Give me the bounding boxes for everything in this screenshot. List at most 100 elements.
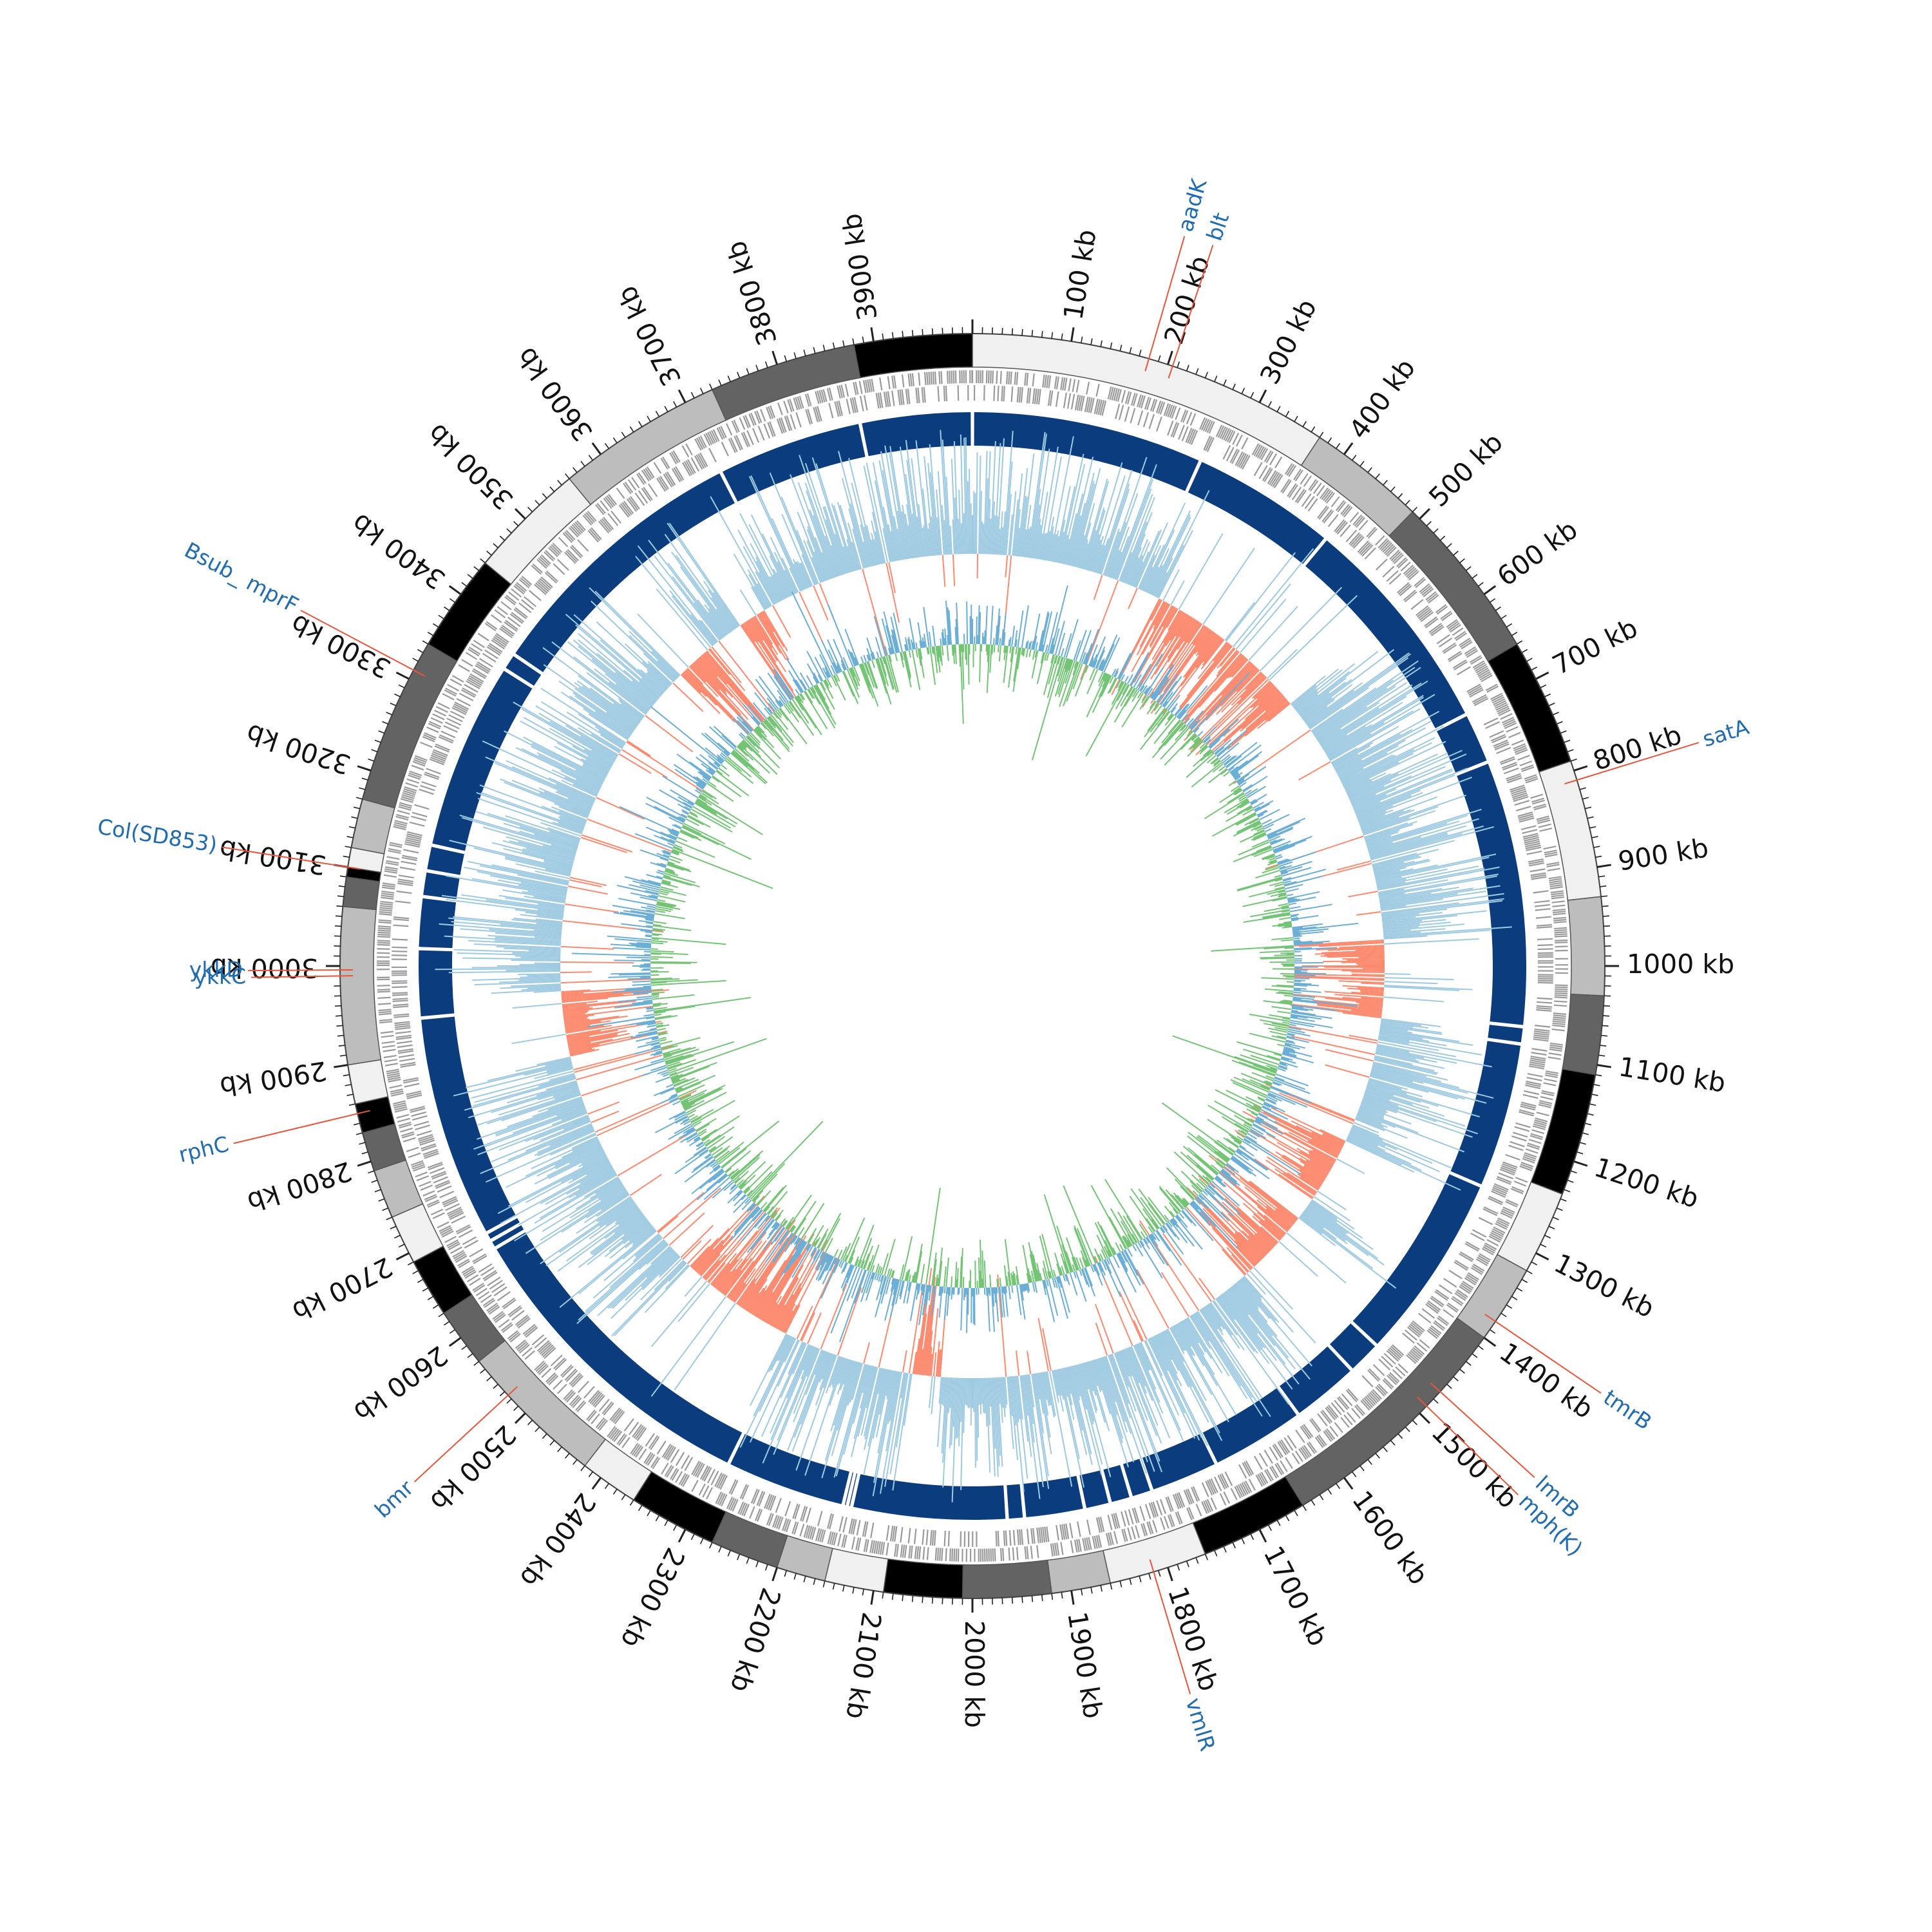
gc-content-mark xyxy=(1063,1274,1066,1282)
gc-skew-mark xyxy=(806,529,828,581)
gc-content-mark xyxy=(1129,1195,1155,1233)
cds-mark xyxy=(653,462,662,474)
cds-mark xyxy=(378,1012,392,1016)
gc-skew-mark xyxy=(1144,1340,1180,1416)
gc-skew-mark xyxy=(586,672,645,717)
cds-mark xyxy=(702,1485,710,1498)
gc-skew-mark xyxy=(496,945,561,950)
gc-content-mark xyxy=(1182,1209,1197,1227)
gc-skew-mark xyxy=(871,533,880,565)
gc-skew-mark xyxy=(1338,744,1399,777)
cds-mark xyxy=(1520,825,1537,831)
gc-content-mark xyxy=(1289,1021,1314,1028)
gc-content-mark xyxy=(1217,1151,1230,1161)
gc-skew-mark xyxy=(477,1101,584,1140)
cds-mark xyxy=(851,397,857,413)
cds-mark xyxy=(515,1314,529,1325)
gc-content-mark xyxy=(1111,681,1125,705)
cds-mark xyxy=(777,1517,784,1530)
cds-mark xyxy=(548,1375,559,1386)
gc-content-mark xyxy=(1065,659,1074,684)
gc-content-mark xyxy=(1183,1197,1190,1205)
cds-mark xyxy=(1050,1543,1054,1557)
gc-content-mark xyxy=(1137,1242,1142,1248)
gc-content-mark xyxy=(1045,645,1048,653)
gc-content-mark xyxy=(1274,883,1284,887)
cds-mark xyxy=(1397,583,1411,595)
gc-content-mark xyxy=(1277,1043,1285,1047)
gc-skew-mark xyxy=(1260,1226,1279,1243)
cds-mark xyxy=(756,1509,763,1522)
gc-skew-mark xyxy=(1316,685,1396,739)
cds-mark xyxy=(893,1526,898,1542)
cds-mark xyxy=(1152,1520,1158,1533)
cds-mark xyxy=(1486,685,1499,693)
gc-skew-mark xyxy=(1221,1249,1245,1276)
gc-skew-mark xyxy=(567,797,592,810)
cds-mark xyxy=(392,994,408,996)
gc-skew-mark xyxy=(582,1153,607,1167)
gc-skew-mark xyxy=(621,1219,649,1240)
cds-mark xyxy=(1121,390,1126,403)
cds-mark xyxy=(439,1225,451,1233)
gc-content-mark xyxy=(1290,913,1299,916)
gc-skew-mark xyxy=(1052,536,1059,562)
gc-skew-mark xyxy=(668,522,741,627)
gc-skew-mark xyxy=(1379,885,1501,905)
cds-mark xyxy=(1553,918,1567,922)
gc-skew-mark xyxy=(1203,638,1223,663)
cds-mark xyxy=(1138,395,1144,408)
gc-skew-mark xyxy=(843,1364,868,1455)
gc-skew-mark xyxy=(787,1350,826,1450)
cds-mark xyxy=(1552,904,1566,907)
gc-skew-mark xyxy=(1231,1254,1249,1273)
cds-mark xyxy=(1095,1535,1101,1549)
cds-mark xyxy=(1010,371,1012,385)
gc-skew-mark xyxy=(574,688,635,731)
cds-mark xyxy=(524,1350,535,1360)
cds-mark xyxy=(1280,1439,1291,1454)
gc-skew-mark xyxy=(446,898,564,915)
gc-skew-mark xyxy=(690,1238,719,1268)
cds-mark xyxy=(1124,406,1130,422)
cds-mark xyxy=(522,1347,533,1357)
gc-content-mark xyxy=(1132,688,1138,697)
cds-mark xyxy=(1334,1399,1345,1413)
gc-content-mark xyxy=(938,1286,941,1296)
cds-mark xyxy=(885,391,889,407)
gc-skew-mark xyxy=(544,791,591,811)
gc-content-mark xyxy=(1290,1014,1308,1019)
gc-skew-mark xyxy=(526,848,574,862)
gc-skew-mark xyxy=(956,1378,960,1438)
cds-mark xyxy=(1392,1369,1403,1379)
cds-mark xyxy=(1520,1105,1536,1111)
gc-skew-mark xyxy=(723,1258,752,1296)
gc-skew-mark xyxy=(505,815,581,841)
gc-skew-mark xyxy=(1221,1293,1264,1349)
gc-skew-mark xyxy=(1253,686,1276,708)
gc-content-mark xyxy=(1190,1202,1208,1222)
gc-skew-mark xyxy=(1380,905,1406,910)
gc-content-mark xyxy=(1098,674,1110,697)
gc-skew-mark xyxy=(569,1043,600,1052)
gc-content-mark xyxy=(1243,1048,1281,1061)
gc-skew-mark xyxy=(1299,1157,1329,1175)
gc-content-mark xyxy=(1202,1190,1208,1196)
cds-mark xyxy=(1400,562,1411,572)
gc-skew-mark xyxy=(708,608,729,635)
gc-skew-mark xyxy=(1265,1159,1317,1194)
gc-skew-mark xyxy=(1021,1375,1032,1457)
gc-skew-mark xyxy=(641,1254,679,1291)
cds-mark xyxy=(904,1545,907,1558)
gc-skew-mark xyxy=(1092,536,1104,572)
cds-mark xyxy=(1410,1350,1421,1360)
gc-skew-mark xyxy=(480,791,584,829)
cds-mark xyxy=(1026,388,1030,404)
gc-skew-mark xyxy=(1066,457,1094,565)
cds-mark xyxy=(1219,426,1227,439)
gc-skew-mark xyxy=(645,672,667,691)
gc-content-mark xyxy=(1270,892,1287,897)
gc-skew-mark xyxy=(1354,770,1454,811)
cds-mark xyxy=(1280,478,1291,493)
gc-skew-mark xyxy=(592,1215,645,1256)
